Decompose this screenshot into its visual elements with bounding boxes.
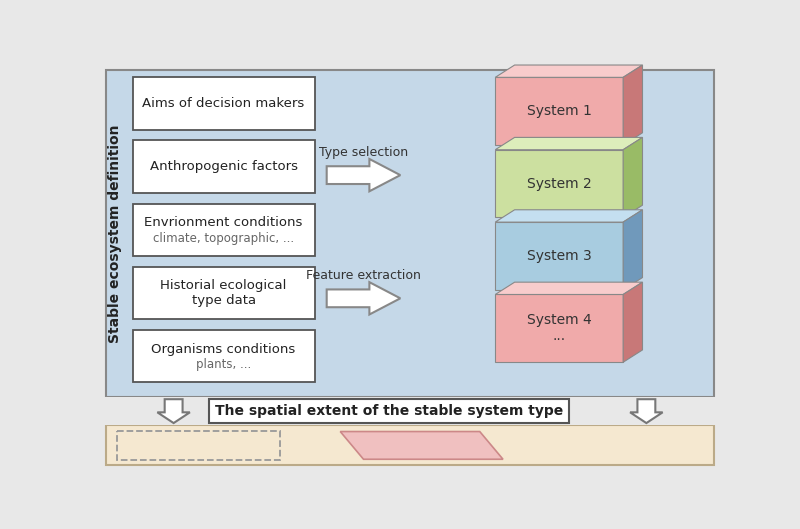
Text: Type selection: Type selection — [319, 145, 408, 159]
Text: Historial ecological
type data: Historial ecological type data — [161, 279, 287, 307]
Text: Envrionment conditions: Envrionment conditions — [145, 216, 302, 230]
Text: System 3: System 3 — [527, 249, 591, 263]
Polygon shape — [495, 65, 642, 77]
Polygon shape — [495, 295, 623, 362]
Bar — [106, 425, 714, 466]
Text: climate, topographic, ...: climate, topographic, ... — [153, 232, 294, 245]
Polygon shape — [495, 138, 642, 150]
Text: System 2: System 2 — [527, 177, 591, 190]
Polygon shape — [495, 282, 642, 295]
Text: Aims of decision makers: Aims of decision makers — [142, 97, 305, 110]
Bar — [100, 397, 720, 425]
Polygon shape — [630, 399, 662, 423]
Text: plants, ...: plants, ... — [196, 358, 251, 371]
Polygon shape — [158, 399, 190, 423]
Text: Stable ecosystem definition: Stable ecosystem definition — [109, 124, 122, 342]
Polygon shape — [495, 77, 623, 145]
Text: The spatial extent of the stable system type: The spatial extent of the stable system … — [214, 404, 563, 418]
Text: System 1: System 1 — [526, 104, 592, 118]
Bar — [133, 77, 314, 130]
Polygon shape — [495, 210, 642, 222]
Bar — [133, 204, 314, 256]
Bar — [117, 431, 280, 460]
Text: Feature extraction: Feature extraction — [306, 269, 421, 282]
Bar — [106, 70, 714, 397]
Polygon shape — [495, 222, 623, 290]
Text: Anthropogenic factors: Anthropogenic factors — [150, 160, 298, 173]
Polygon shape — [623, 138, 642, 217]
Bar — [133, 141, 314, 193]
Polygon shape — [623, 65, 642, 145]
Bar — [209, 399, 569, 423]
Bar — [133, 267, 314, 319]
Polygon shape — [623, 282, 642, 362]
Polygon shape — [326, 282, 400, 315]
Polygon shape — [495, 150, 623, 217]
Polygon shape — [623, 210, 642, 290]
Polygon shape — [326, 159, 400, 191]
Text: System 4
...: System 4 ... — [527, 313, 591, 343]
Polygon shape — [340, 432, 503, 459]
Bar — [133, 330, 314, 382]
Text: Organisms conditions: Organisms conditions — [151, 343, 296, 355]
